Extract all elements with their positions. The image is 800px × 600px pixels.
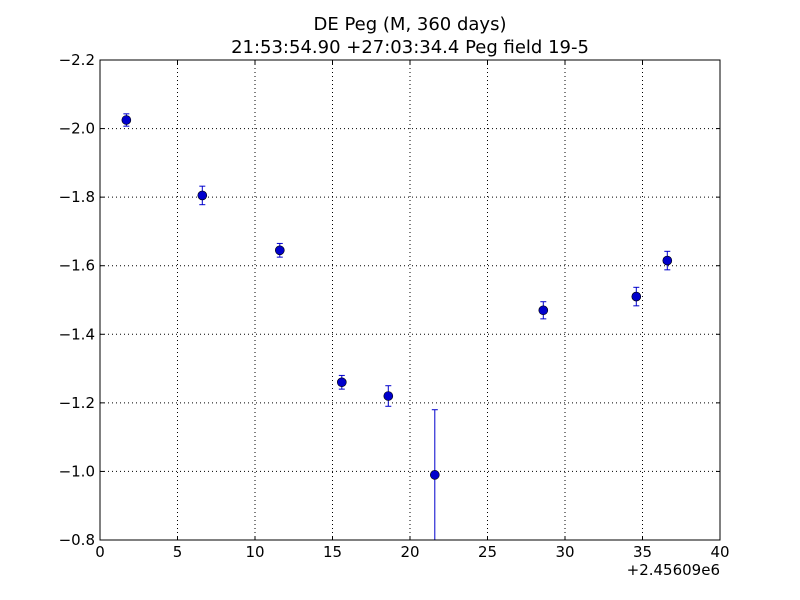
x-tick-label: 5	[173, 543, 183, 561]
chart-subtitle: 21:53:54.90 +27:03:34.4 Peg field 19-5	[231, 37, 589, 58]
x-tick-label: 0	[95, 543, 105, 561]
chart-title: DE Peg (M, 360 days)	[314, 14, 507, 35]
data-point	[429, 470, 440, 480]
grid-lines	[100, 60, 720, 540]
y-tick-label: −0.8	[59, 531, 95, 549]
data-points	[121, 115, 673, 480]
x-axis-offset-label: +2.45609e6	[627, 561, 720, 579]
data-point	[197, 190, 208, 201]
data-point	[662, 255, 673, 266]
x-tick-label: 10	[245, 543, 264, 561]
x-tick-label: 25	[478, 543, 497, 561]
x-tick-label: 15	[323, 543, 342, 561]
data-point	[538, 305, 549, 316]
data-point	[336, 377, 347, 388]
x-tick-label: 35	[633, 543, 652, 561]
y-tick-labels: −2.2 −2.0 −1.8 −1.6 −1.4 −1.2 −1.0 −0.8	[59, 51, 95, 549]
y-tick-label: −1.6	[59, 257, 95, 275]
data-point	[274, 245, 285, 256]
y-tick-label: −1.4	[59, 325, 95, 343]
y-tick-label: −1.8	[59, 188, 95, 206]
y-tick-label: −2.2	[59, 51, 95, 69]
data-point	[631, 291, 642, 302]
y-tick-label: −1.2	[59, 394, 95, 412]
y-tick-label: −2.0	[59, 120, 95, 138]
x-tick-labels: 0 5 10 15 20 25 30 35 40	[95, 543, 729, 561]
axis-ticks	[99, 59, 721, 541]
x-tick-label: 20	[400, 543, 419, 561]
y-tick-label: −1.0	[59, 462, 95, 480]
data-point	[121, 115, 132, 125]
data-point	[383, 391, 394, 401]
x-tick-label: 30	[555, 543, 574, 561]
x-tick-label: 40	[710, 543, 729, 561]
